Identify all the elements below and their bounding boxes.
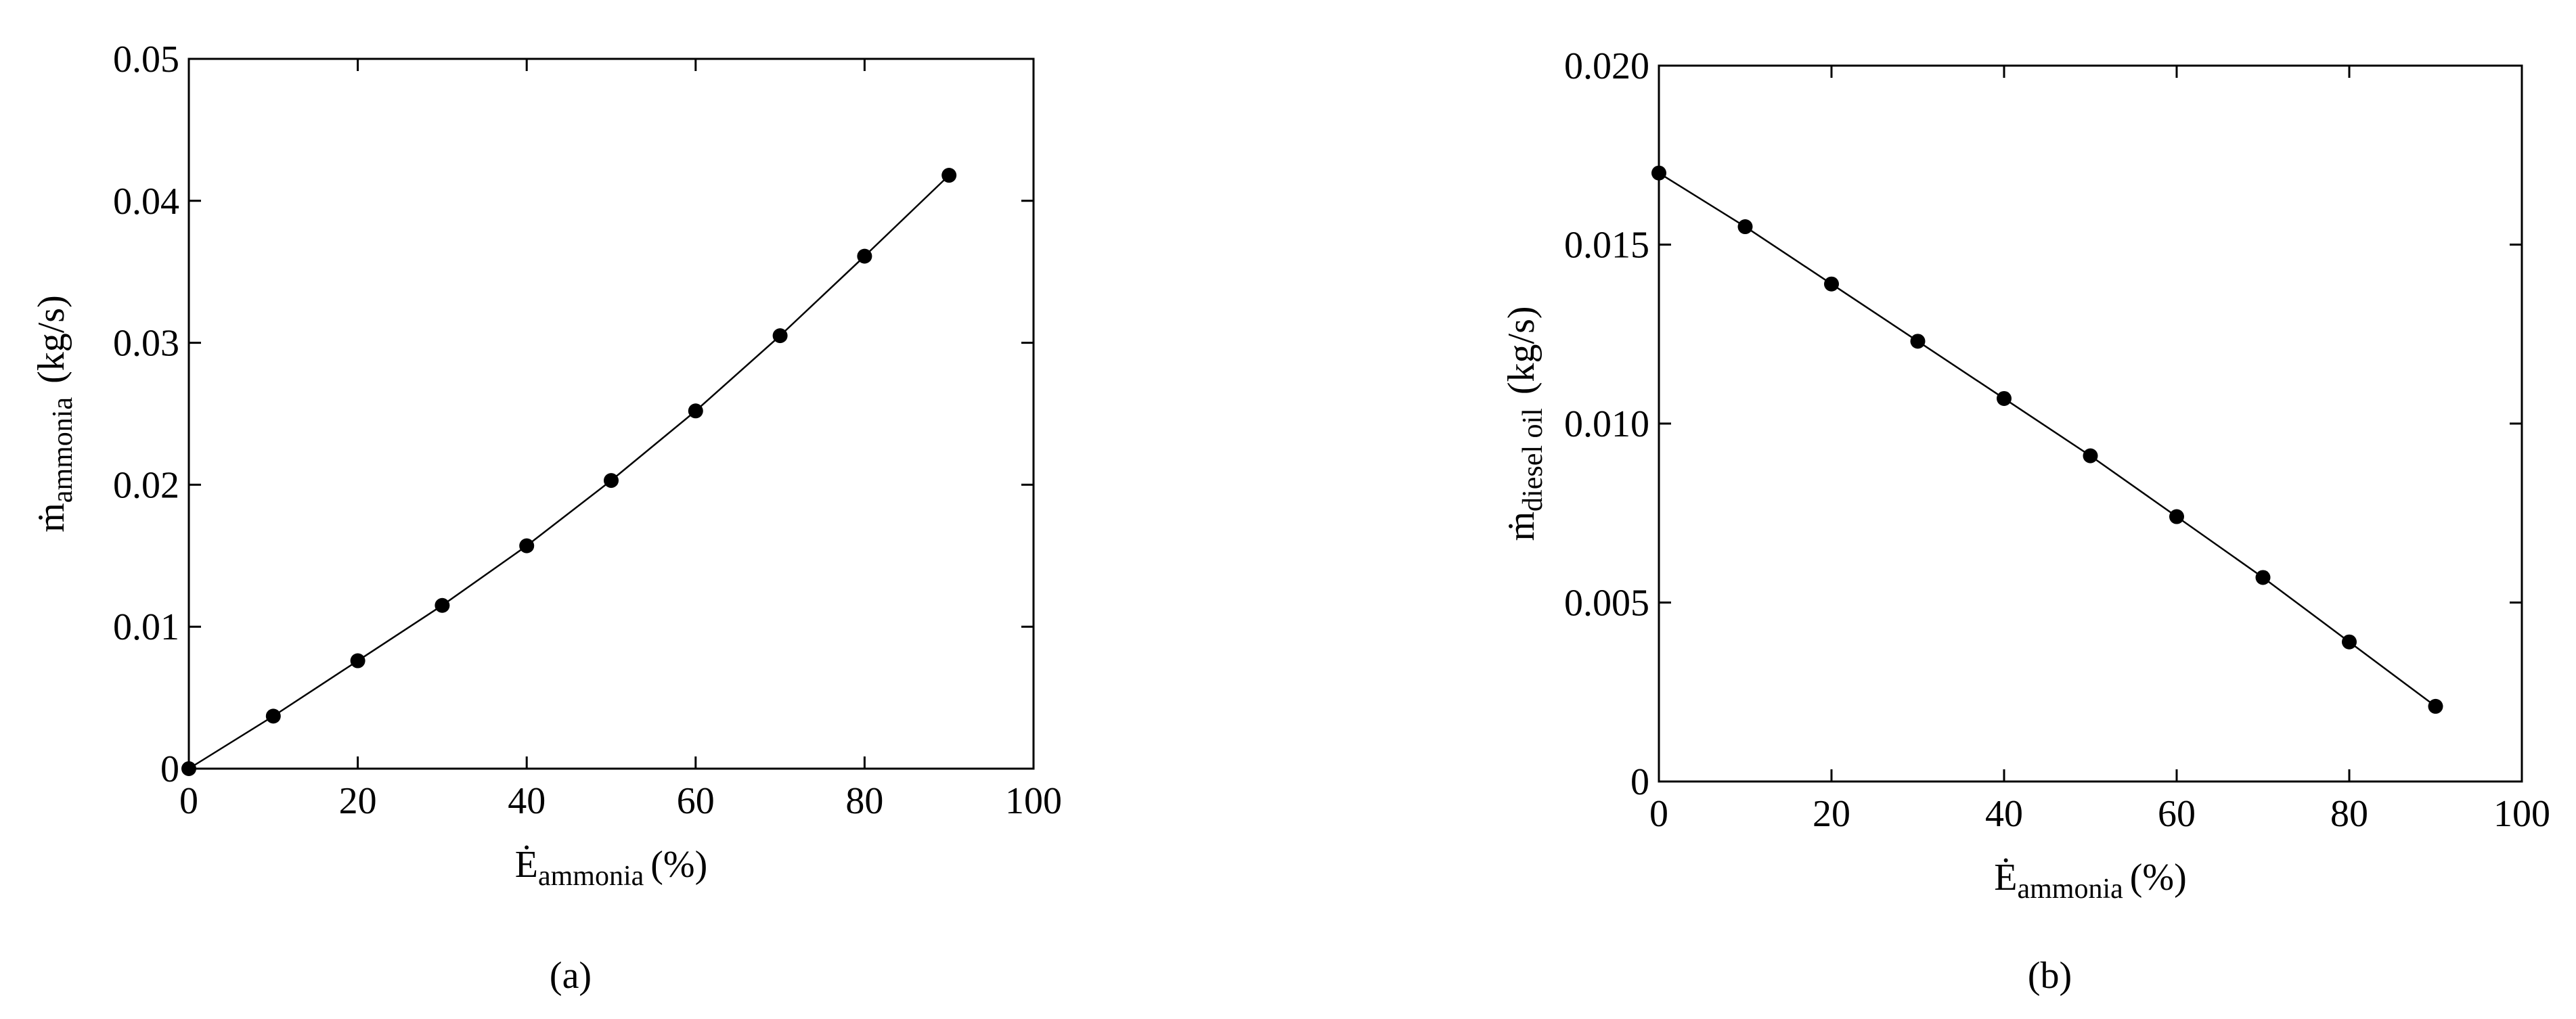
data-point xyxy=(2342,634,2357,650)
data-line xyxy=(188,175,950,770)
x-tick-label: 100 xyxy=(2493,793,2550,835)
data-point xyxy=(265,708,281,724)
x-label-symbol: Ė xyxy=(515,844,538,886)
x-tick-label: 20 xyxy=(1813,793,1850,835)
y-tick-label: 0.03 xyxy=(113,323,179,365)
x-tick-label: 80 xyxy=(845,780,883,822)
y-tick-label: 0.015 xyxy=(1564,225,1649,267)
y-tick-label: 0 xyxy=(160,748,179,790)
y-tick-label: 0.02 xyxy=(113,464,179,506)
data-point xyxy=(1651,165,1666,181)
x-tick-label: 80 xyxy=(2330,793,2368,835)
y-label-unit: (kg/s) xyxy=(30,295,72,384)
y-label-subscript: diesel oil xyxy=(1517,408,1549,512)
x-label-unit: (%) xyxy=(2130,857,2187,899)
y-label-unit: (kg/s) xyxy=(1501,306,1542,394)
x-axis-label: Ėammonia (%) xyxy=(1994,857,2186,905)
data-line xyxy=(1658,172,2437,707)
data-point xyxy=(435,597,450,613)
y-label-symbol: ṁ xyxy=(1501,512,1542,541)
y-tick-label: 0.04 xyxy=(113,181,179,223)
y-tick-label: 0.010 xyxy=(1564,403,1649,445)
data-point xyxy=(2169,509,2184,524)
panel-label: (a) xyxy=(550,955,592,997)
data-point xyxy=(350,653,365,669)
data-point xyxy=(772,328,788,344)
data-point xyxy=(1997,390,2012,406)
data-point xyxy=(2428,698,2443,714)
data-point xyxy=(2255,570,2271,585)
panel-label: (b) xyxy=(2028,955,2072,997)
x-label-subscript: ammonia xyxy=(2017,874,2123,905)
y-tick-label: 0 xyxy=(1630,761,1649,803)
data-point xyxy=(519,538,535,553)
data-point xyxy=(1737,219,1753,235)
data-point xyxy=(941,168,957,183)
x-label-unit: (%) xyxy=(650,844,707,886)
y-label-subscript: ammonia xyxy=(47,397,79,503)
x-tick-label: 20 xyxy=(339,780,377,822)
y-tick-label: 0.05 xyxy=(113,39,179,81)
data-point xyxy=(181,761,196,776)
x-tick-label: 40 xyxy=(1985,793,2023,835)
data-point xyxy=(857,248,872,264)
y-axis-label: ṁammonia (kg/s) xyxy=(30,295,79,533)
x-tick-label: 0 xyxy=(1649,793,1668,835)
x-tick-label: 60 xyxy=(677,780,715,822)
y-axis-label: ṁdiesel oil (kg/s) xyxy=(1501,306,1549,541)
y-tick-label: 0.005 xyxy=(1564,583,1649,625)
x-axis-label: Ėammonia (%) xyxy=(515,844,707,892)
x-tick-label: 40 xyxy=(508,780,546,822)
y-tick-label: 0.01 xyxy=(113,606,179,648)
x-tick-label: 0 xyxy=(179,780,198,822)
y-label-symbol: ṁ xyxy=(30,503,72,533)
data-point xyxy=(688,403,703,419)
data-point xyxy=(1824,276,1839,292)
plot-frame xyxy=(187,58,1035,770)
data-point xyxy=(604,473,619,489)
x-label-symbol: Ė xyxy=(1994,857,2017,899)
x-label-subscript: ammonia xyxy=(538,861,644,892)
x-tick-label: 60 xyxy=(2158,793,2196,835)
data-point xyxy=(2083,448,2098,463)
y-tick-label: 0.020 xyxy=(1564,45,1649,87)
data-point xyxy=(1910,334,1926,349)
x-tick-label: 100 xyxy=(1005,780,1062,822)
